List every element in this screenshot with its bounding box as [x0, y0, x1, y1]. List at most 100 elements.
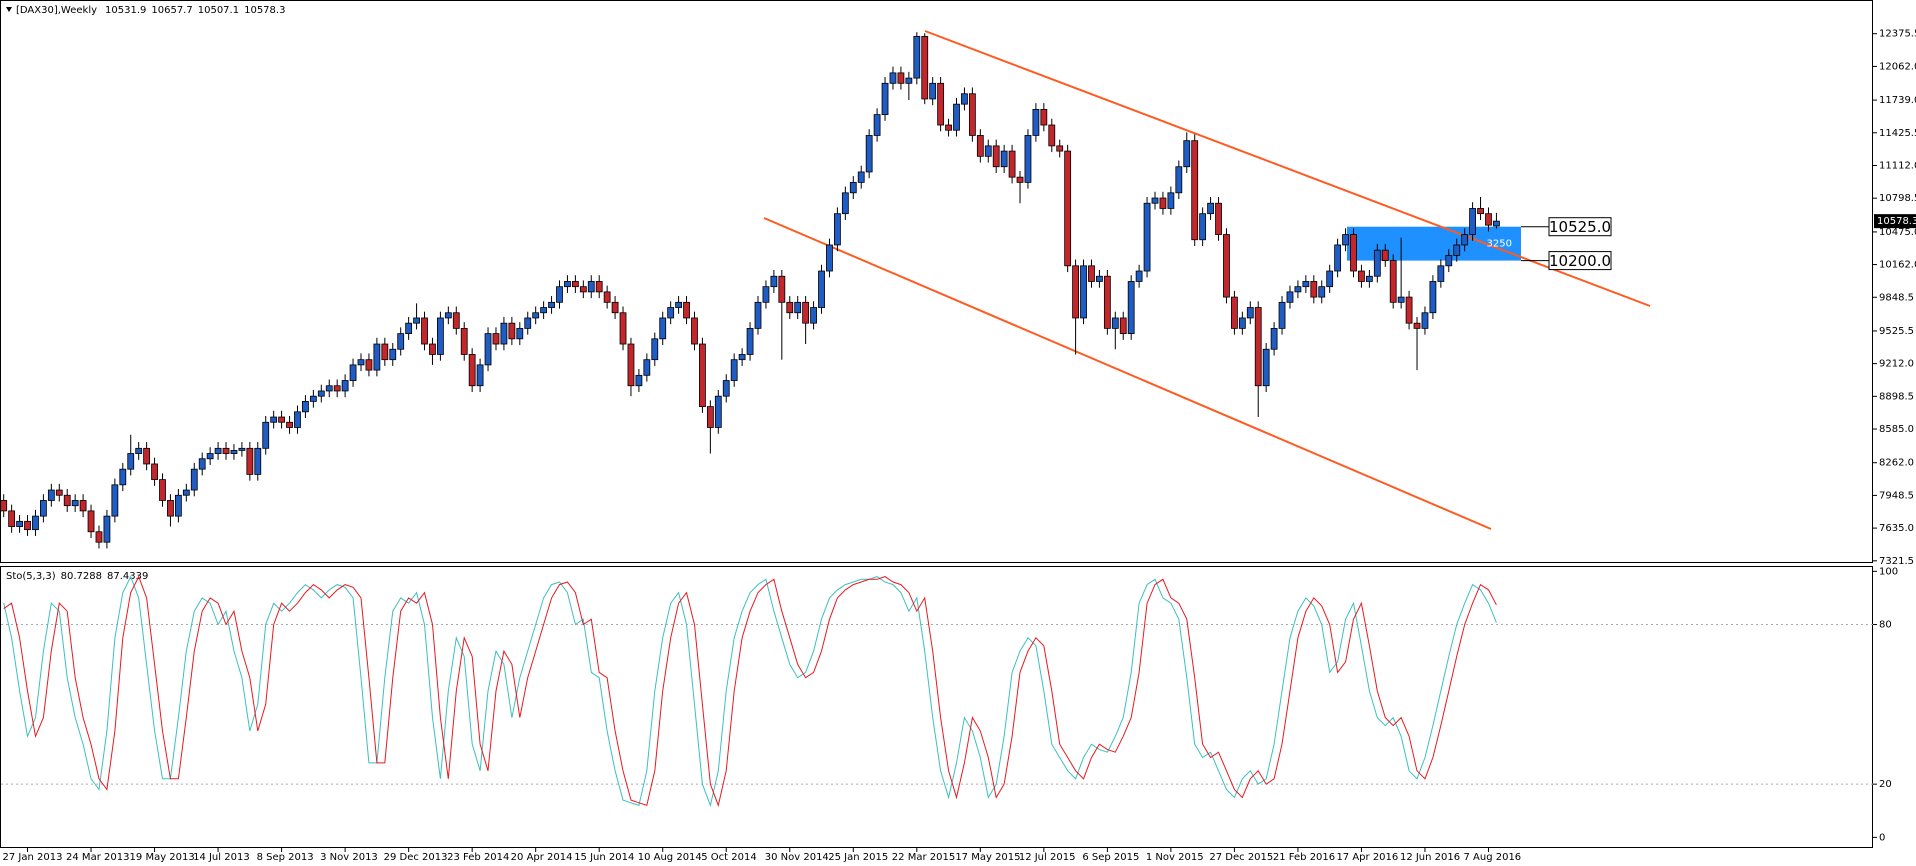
candle-body: [1342, 234, 1349, 246]
candle-body: [79, 500, 87, 512]
candle-body: [834, 213, 841, 246]
candle-body: [1127, 281, 1135, 335]
candle-body: [675, 301, 682, 308]
candle-body: [651, 338, 659, 361]
candle-body: [913, 35, 921, 79]
candle-body: [373, 343, 381, 371]
candle-body: [611, 301, 619, 314]
candle-body: [1278, 301, 1286, 329]
candle-body: [1373, 249, 1381, 277]
candle-body: [317, 390, 325, 397]
candle-body: [1350, 234, 1357, 272]
candle-body: [103, 515, 111, 543]
candle-body: [1040, 108, 1048, 126]
candle-body: [32, 515, 39, 531]
candle-body: [1167, 192, 1175, 209]
candle-body: [1064, 150, 1072, 267]
candle-body: [1016, 176, 1024, 183]
x-tick-label: 25 Jan 2015: [828, 852, 888, 863]
candle-body: [159, 479, 166, 501]
candle-body: [230, 450, 238, 454]
candle-body: [333, 385, 341, 392]
candle-body: [778, 275, 786, 303]
candle-body: [1477, 208, 1484, 215]
y-tick-label: 7948.5: [1879, 490, 1914, 501]
candle-body: [1088, 265, 1095, 282]
candle-body: [413, 317, 420, 324]
trend-line: [924, 30, 1651, 307]
candle-body: [865, 135, 873, 173]
level-box: [1548, 217, 1612, 237]
candle-body: [945, 124, 952, 131]
candle-body: [198, 458, 206, 470]
candle-body: [1072, 265, 1079, 319]
x-tick-label: 10 Aug 2014: [638, 852, 702, 863]
k-value: 80.7288: [61, 571, 102, 582]
x-tick-label: 21 Feb 2016: [1273, 852, 1335, 863]
candle-body: [95, 531, 103, 543]
candle-body: [571, 281, 579, 288]
candle-body: [476, 364, 484, 387]
candle-body: [1421, 312, 1429, 329]
candle-body: [436, 317, 444, 355]
candle-body: [746, 327, 754, 355]
candle-body: [1310, 281, 1318, 298]
candle-body: [294, 411, 301, 428]
candle-body: [325, 385, 333, 392]
y-tick-label: 12062.0: [1879, 61, 1916, 72]
candle-body: [1485, 213, 1492, 226]
candle-body: [627, 343, 635, 387]
candle-body: [1191, 140, 1199, 241]
candle-body: [1048, 124, 1056, 147]
candle-body: [699, 343, 706, 408]
x-tick-label: 27 Dec 2015: [1209, 852, 1273, 863]
y-tick-label: 8585.0: [1879, 424, 1914, 435]
x-tick-label: 20 Apr 2014: [511, 852, 573, 863]
candle-body: [262, 421, 270, 449]
y-tick-label: 11425.5: [1879, 128, 1916, 139]
candle-body: [500, 322, 508, 345]
candle-body: [1262, 348, 1270, 387]
candle-body: [794, 301, 802, 314]
candle-body: [524, 317, 532, 329]
candle-body: [841, 192, 849, 215]
y-tick-label: 7635.0: [1879, 523, 1914, 534]
candle-body: [992, 145, 1000, 168]
candle-body: [857, 171, 865, 183]
candle-body: [167, 500, 174, 517]
candle-body: [1000, 150, 1008, 168]
candle-body: [897, 72, 905, 84]
stochastic-line: [3, 575, 1497, 808]
price-marker-label: 10578.3: [1877, 216, 1916, 227]
y-tick-label: 11739.0: [1879, 95, 1916, 106]
candle-body: [8, 510, 16, 527]
candle-body: [286, 421, 293, 428]
candle-body: [984, 145, 992, 157]
candle-body: [1151, 197, 1159, 204]
x-tick-label: 12 Jun 2016: [1400, 852, 1460, 863]
candle-body: [953, 103, 960, 131]
candle-body: [889, 72, 897, 84]
candle-body: [1207, 202, 1214, 215]
menu-arrow[interactable]: [6, 7, 12, 12]
candle-body: [127, 453, 135, 470]
y-tick-label: 11112.0: [1879, 160, 1916, 171]
candle-body: [1159, 197, 1167, 209]
candle-body: [365, 359, 373, 371]
candle-body: [1223, 234, 1230, 298]
candle-body: [460, 327, 468, 355]
x-tick-label: 17 May 2015: [955, 852, 1020, 863]
candle-body: [706, 406, 714, 428]
candle-body: [444, 312, 452, 319]
close-value: 10578.3: [244, 5, 285, 16]
candle-body: [270, 416, 278, 423]
candle-body: [87, 510, 95, 533]
candle-body: [508, 322, 516, 340]
candle-body: [968, 93, 976, 136]
candle-body: [1024, 135, 1032, 183]
candle-body: [587, 281, 595, 293]
candle-body: [1326, 270, 1334, 288]
candle-body: [579, 286, 587, 293]
candle-body: [643, 359, 651, 376]
